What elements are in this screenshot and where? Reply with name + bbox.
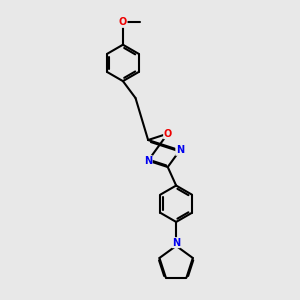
Text: N: N (144, 156, 152, 166)
Text: O: O (164, 129, 172, 139)
Text: N: N (176, 145, 184, 155)
Text: N: N (172, 238, 180, 248)
Text: O: O (119, 17, 127, 27)
